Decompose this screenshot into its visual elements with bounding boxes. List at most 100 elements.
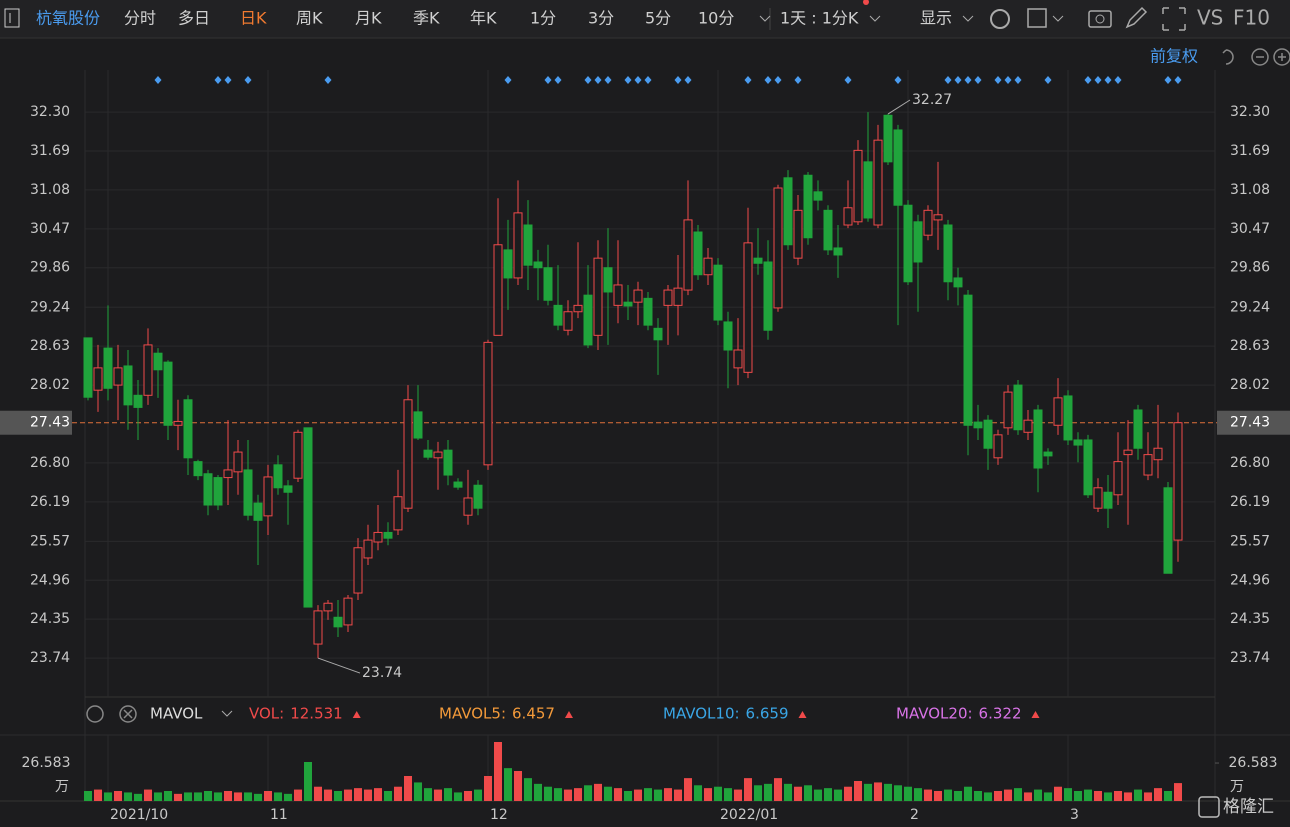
y-tick-label: 23.74 xyxy=(30,650,70,666)
period-tab[interactable]: 1分 xyxy=(530,9,556,28)
candle-body xyxy=(433,451,443,459)
y-tick-label: 30.47 xyxy=(30,221,70,237)
volume-bar xyxy=(544,786,552,801)
signal-marker xyxy=(604,76,612,84)
volume-bar xyxy=(364,789,372,801)
dropdown-icon[interactable] xyxy=(759,15,771,22)
candle-body xyxy=(173,420,183,426)
camera-icon[interactable] xyxy=(1088,10,1112,28)
volume-tick-label: 26.583 xyxy=(1229,755,1278,771)
zoom-in-icon[interactable] xyxy=(1273,48,1290,66)
dropdown-icon[interactable] xyxy=(962,15,974,22)
volume-bar xyxy=(94,789,102,801)
zoom-out-icon[interactable] xyxy=(1251,48,1269,66)
candle-body xyxy=(653,327,663,341)
stock-name[interactable]: 杭氧股份 xyxy=(36,9,100,28)
period-tab[interactable]: 分时 xyxy=(124,9,156,28)
volume-bar xyxy=(724,788,732,801)
x-tick-label: 2022/01 xyxy=(720,807,778,823)
volume-bar xyxy=(344,789,352,801)
menu-icon[interactable] xyxy=(4,8,20,28)
trend-arrow xyxy=(564,711,573,718)
candle-body xyxy=(613,284,623,306)
volume-bar xyxy=(954,791,962,801)
volume-bar xyxy=(1034,789,1042,801)
volume-bar xyxy=(984,792,992,801)
y-tick-label: 26.19 xyxy=(30,494,70,510)
period-tab[interactable]: 多日 xyxy=(178,9,210,28)
volume-bar xyxy=(604,786,612,801)
period-tab[interactable]: 3分 xyxy=(588,9,614,28)
draw-icon[interactable] xyxy=(1125,6,1148,29)
y-tick-label: 31.08 xyxy=(30,182,70,198)
candle-body xyxy=(893,129,903,206)
y-tick-label: 28.02 xyxy=(30,377,70,393)
volume-bar xyxy=(284,793,292,801)
candle-body xyxy=(143,344,153,396)
volume-bar xyxy=(424,788,432,801)
volume-bar xyxy=(314,786,322,801)
candle-body xyxy=(1053,397,1063,426)
candle-body xyxy=(973,421,983,429)
volume-bar xyxy=(964,786,972,801)
volume-bar xyxy=(854,781,862,801)
dropdown-icon[interactable] xyxy=(221,710,233,717)
period-tab[interactable]: 周K xyxy=(296,9,323,28)
signal-marker xyxy=(214,76,222,84)
volume-bar xyxy=(1134,789,1142,801)
period-tabs: 分时 多日 日K 周K 月K 季K 年K 1分 3分 5分 10分 xyxy=(124,9,734,28)
volume-bar xyxy=(614,788,622,801)
vs-button[interactable]: VS xyxy=(1197,6,1223,30)
display-menu[interactable]: 显示 xyxy=(920,9,952,28)
period-tab[interactable]: 月K xyxy=(355,9,382,28)
f10-button[interactable]: F10 xyxy=(1233,6,1270,30)
indicator-label: VOL: xyxy=(249,705,284,723)
indicator-label: MAVOL20: xyxy=(896,705,973,723)
dropdown-icon[interactable] xyxy=(869,15,881,22)
signal-marker xyxy=(224,76,232,84)
candle-body xyxy=(823,209,833,251)
period-tab[interactable]: 5分 xyxy=(645,9,671,28)
signal-marker xyxy=(244,76,252,84)
settings-icon[interactable] xyxy=(990,9,1010,29)
toolbar xyxy=(0,0,1290,38)
fullscreen-icon[interactable] xyxy=(1162,7,1186,31)
indicator-name[interactable]: MAVOL xyxy=(150,705,203,723)
volume-bar xyxy=(834,789,842,801)
candle-body xyxy=(293,431,303,479)
candle-body xyxy=(313,610,323,645)
volume-bar xyxy=(514,771,522,801)
volume-bar xyxy=(174,793,182,801)
volume-bar xyxy=(764,783,772,801)
dropdown-icon[interactable] xyxy=(1052,15,1064,22)
candle-body xyxy=(773,187,783,309)
volume-bar xyxy=(844,786,852,801)
volume-bar xyxy=(484,776,492,801)
candle-body xyxy=(1163,487,1173,574)
camera-lens xyxy=(1095,14,1105,24)
signal-marker xyxy=(324,76,332,84)
volume-bar xyxy=(664,788,672,801)
signal-marker xyxy=(154,76,162,84)
period-tab[interactable]: 日K xyxy=(240,9,267,28)
candle-body xyxy=(1023,419,1033,433)
checkbox-icon[interactable] xyxy=(1027,8,1047,28)
signal-marker xyxy=(1174,76,1182,84)
indicator-close[interactable] xyxy=(119,705,137,723)
reset-icon[interactable] xyxy=(1222,49,1234,65)
period-tab[interactable]: 季K xyxy=(413,9,440,28)
candle-body xyxy=(493,244,503,336)
indicator-settings[interactable] xyxy=(86,705,104,723)
interval-select[interactable]: 1天 : 1分K xyxy=(780,9,859,28)
volume-bar xyxy=(774,778,782,801)
signal-marker xyxy=(644,76,652,84)
candle-body xyxy=(523,224,533,266)
period-tab[interactable]: 年K xyxy=(470,9,497,28)
volume-bar xyxy=(684,778,692,801)
volume-tick-label: 26.583 xyxy=(22,755,71,771)
signal-marker xyxy=(794,76,802,84)
period-tab[interactable]: 10分 xyxy=(698,9,734,28)
current-price-label: 27.43 xyxy=(30,415,70,431)
adjust-button[interactable]: 前复权 xyxy=(1150,47,1198,66)
